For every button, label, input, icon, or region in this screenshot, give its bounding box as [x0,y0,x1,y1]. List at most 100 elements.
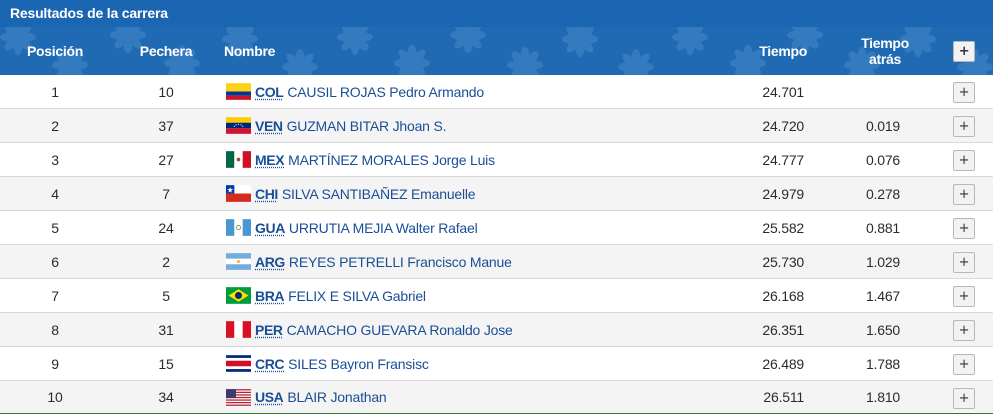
row-expand-wrap: + [952,320,976,341]
bra-flag-icon [226,287,251,304]
header-time-behind-line2: atrás [869,51,901,67]
time-cell: 24.979 [762,185,804,202]
row-expand-button[interactable]: + [953,388,975,409]
row-expand-button[interactable]: + [953,252,975,273]
time-behind-cell: 1.788 [865,355,900,372]
time-behind-cell: 1.029 [865,253,900,270]
row-expand-wrap: + [952,286,976,307]
time-behind-cell [830,75,900,108]
athlete-cell: ARG REYES PETRELLI Francisco Manue [226,245,686,278]
country-code-link[interactable]: USA [255,389,284,405]
athlete-cell: PER CAMACHO GUEVARA Ronaldo Jose [226,313,686,346]
table-row: 8 31 PER CAMACHO GUEVARA Ronaldo Jose 26… [0,313,993,347]
row-expand-button[interactable]: + [953,82,975,103]
time-cell: 26.351 [762,321,804,338]
row-expand-wrap: + [952,150,976,171]
time-cell: 25.582 [762,219,804,236]
table-row: 10 34 USA BLAIR Jonathan 26.511 1.810 + [0,381,993,414]
row-expand-button[interactable]: + [953,150,975,171]
table-header: Posición Pechera Nombre Tiempo Tiempo at… [0,27,993,75]
athlete-name: CAMACHO GUEVARA Ronaldo Jose [286,321,513,338]
athlete-name: REYES PETRELLI Francisco Manue [288,253,512,270]
row-expand-wrap: + [952,116,976,137]
country-code-link[interactable]: VEN [255,117,283,134]
position-cell: 9 [51,355,59,372]
athlete-name: FELIX E SILVA Gabriel [288,287,426,304]
time-behind-cell: 0.076 [865,151,900,168]
country-code-link[interactable]: PER [255,321,283,338]
col-flag-icon [226,83,251,100]
athlete-cell: VEN GUZMAN BITAR Jhoan S. [226,109,686,142]
header-time-behind-line1: Tiempo [861,35,909,51]
bib-cell: 10 [158,83,174,100]
mex-flag-icon [226,151,251,168]
ven-flag-icon [226,117,251,134]
athlete-cell: MEX MARTÍNEZ MORALES Jorge Luis [226,143,686,176]
position-cell: 7 [51,287,59,304]
row-expand-wrap: + [952,218,976,239]
country-code-link[interactable]: BRA [255,287,285,304]
bib-cell: 27 [158,151,174,168]
time-cell: 24.720 [762,117,804,134]
header-time: Tiempo [759,43,807,59]
bib-cell: 34 [158,389,174,405]
athlete-cell: CHI SILVA SANTIBAÑEZ Emanuelle [226,177,686,210]
row-expand-button[interactable]: + [953,320,975,341]
athlete-name: URRUTIA MEJIA Walter Rafael [288,219,478,236]
bib-cell: 15 [158,355,174,372]
table-row: 5 24 GUA URRUTIA MEJIA Walter Rafael 25.… [0,211,993,245]
athlete-cell: CRC SILES Bayron Fransisc [226,347,686,380]
gua-flag-icon [226,219,251,236]
table-row: 7 5 BRA FELIX E SILVA Gabriel 26.168 1.4… [0,279,993,313]
country-code-link[interactable]: CHI [255,185,278,202]
row-expand-button[interactable]: + [953,116,975,137]
header-time-behind: Tiempo atrás [830,27,940,75]
time-behind-cell: 0.019 [865,117,900,134]
time-behind-cell: 1.467 [865,287,900,304]
row-expand-button[interactable]: + [953,286,975,307]
header-expand-wrap: + [952,27,976,75]
row-expand-button[interactable]: + [953,354,975,375]
table-row: 9 15 CRC SILES Bayron Fransisc 26.489 1.… [0,347,993,381]
position-cell: 2 [51,117,59,134]
row-expand-wrap: + [952,184,976,205]
country-code-link[interactable]: CRC [255,355,285,372]
country-code-link[interactable]: MEX [255,151,285,168]
usa-flag-icon [226,388,251,406]
athlete-name: SILVA SANTIBAÑEZ Emanuelle [281,185,476,202]
table-row: 3 27 MEX MARTÍNEZ MORALES Jorge Luis 24.… [0,143,993,177]
table-row: 6 2 ARG REYES PETRELLI Francisco Manue 2… [0,245,993,279]
bib-cell: 5 [162,287,170,304]
time-behind-cell: 1.650 [865,321,900,338]
athlete-name: MARTÍNEZ MORALES Jorge Luis [288,151,495,168]
time-behind-cell: 0.278 [865,185,900,202]
arg-flag-icon [226,253,251,270]
row-expand-button[interactable]: + [953,184,975,205]
time-cell: 26.489 [762,355,804,372]
crc-flag-icon [226,355,251,372]
per-flag-icon [226,321,251,338]
expand-all-button[interactable]: + [953,40,975,62]
time-behind-cell: 1.810 [865,389,900,405]
table-row: 1 10 COL CAUSIL ROJAS Pedro Armando 24.7… [0,75,993,109]
header-bib: Pechera [139,43,193,59]
bib-cell: 24 [158,219,174,236]
time-cell: 26.511 [763,389,804,405]
row-expand-wrap: + [952,252,976,273]
country-code-link[interactable]: COL [255,83,284,100]
position-cell: 1 [51,83,59,100]
time-cell: 24.777 [762,151,804,168]
athlete-cell: COL CAUSIL ROJAS Pedro Armando [226,75,686,108]
row-expand-wrap: + [952,82,976,103]
row-expand-button[interactable]: + [953,218,975,239]
position-cell: 3 [51,151,59,168]
country-code-link[interactable]: GUA [255,219,285,236]
results-table-body: 1 10 COL CAUSIL ROJAS Pedro Armando 24.7… [0,75,993,414]
athlete-name: GUZMAN BITAR Jhoan S. [286,117,447,134]
bib-cell: 31 [158,321,174,338]
table-row: 4 7 CHI SILVA SANTIBAÑEZ Emanuelle 24.97… [0,177,993,211]
country-code-link[interactable]: ARG [255,253,285,270]
bib-cell: 7 [162,185,170,202]
header-name: Nombre [224,43,276,59]
bib-cell: 2 [162,253,170,270]
